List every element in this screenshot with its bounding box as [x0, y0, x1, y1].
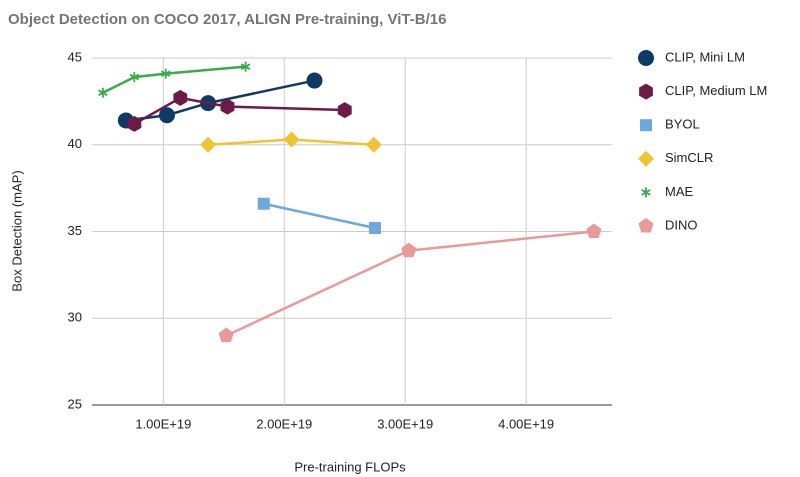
- data-point: [283, 131, 300, 148]
- y-tick-label: 25: [68, 396, 82, 411]
- data-point: [158, 107, 175, 124]
- x-tick-label: 1.00E+19: [135, 416, 191, 431]
- x-tick-label: 4.00E+19: [498, 416, 554, 431]
- data-point: [240, 61, 251, 72]
- data-point: [127, 115, 142, 132]
- data-point: [200, 136, 217, 153]
- data-point: [220, 98, 235, 115]
- data-point: [160, 68, 171, 79]
- series-line: [102, 65, 246, 94]
- data-point: [337, 102, 352, 119]
- legend-label: SimCLR: [665, 150, 713, 165]
- chart-title: Object Detection on COCO 2017, ALIGN Pre…: [8, 11, 446, 28]
- series-line: [263, 202, 376, 230]
- data-point: [173, 89, 188, 106]
- data-point: [129, 72, 140, 83]
- legend-label: DINO: [665, 217, 698, 232]
- legend-marker: [641, 187, 651, 198]
- data-point: [98, 87, 108, 98]
- data-point: [586, 223, 602, 238]
- y-tick-label: 30: [68, 310, 82, 325]
- data-point: [257, 197, 270, 210]
- y-tick-label: 40: [68, 136, 82, 151]
- legend-marker: [638, 50, 654, 66]
- legend-marker: [638, 150, 654, 167]
- x-tick-label: 2.00E+19: [256, 416, 312, 431]
- y-tick-label: 35: [68, 223, 82, 238]
- y-axis-label: Box Detection (mAP): [9, 170, 24, 291]
- data-point: [365, 136, 382, 153]
- legend-label: CLIP, Mini LM: [665, 49, 745, 64]
- x-axis-label: Pre-training FLOPs: [294, 459, 406, 474]
- series-line: [133, 96, 345, 126]
- legend-marker: [639, 83, 653, 100]
- data-point: [218, 327, 234, 343]
- series-line: [125, 79, 315, 122]
- y-tick-label: 45: [68, 49, 82, 64]
- legend-marker: [640, 119, 652, 132]
- legend-label: CLIP, Medium LM: [665, 83, 767, 98]
- legend-label: BYOL: [665, 117, 700, 132]
- legend-label: MAE: [665, 184, 694, 199]
- data-point: [306, 72, 323, 89]
- x-tick-label: 3.00E+19: [377, 416, 433, 431]
- data-point: [368, 222, 381, 235]
- legend-marker: [638, 218, 654, 233]
- data-point: [401, 242, 417, 258]
